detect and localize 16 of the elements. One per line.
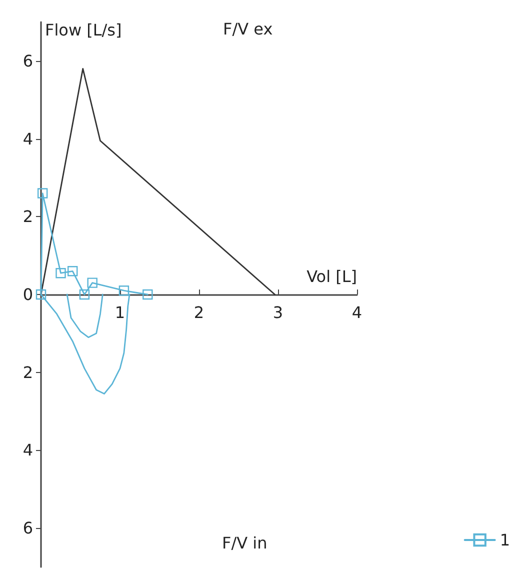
y-tick-label: 2 xyxy=(22,207,33,226)
y-tick-label: 2 xyxy=(22,362,33,382)
x-tick-label: 3 xyxy=(272,303,284,322)
y-tick-label: 4 xyxy=(22,129,33,148)
y-tick-label: 6 xyxy=(22,51,33,70)
y-axis-title: Flow [L/s] xyxy=(45,20,122,40)
x-tick-label: 2 xyxy=(194,303,204,322)
y-tick-label: 4 xyxy=(22,440,33,460)
legend-label: 1 xyxy=(500,530,510,550)
y-tick-label: 0 xyxy=(22,285,33,304)
annotation: F/V in xyxy=(222,534,268,552)
x-tick-label: 1 xyxy=(114,303,126,322)
x-tick-label: 4 xyxy=(352,303,362,322)
chart-title: F/V ex xyxy=(223,20,273,38)
x-axis-title: Vol [L] xyxy=(306,267,357,286)
y-tick-label: 6 xyxy=(22,518,33,538)
